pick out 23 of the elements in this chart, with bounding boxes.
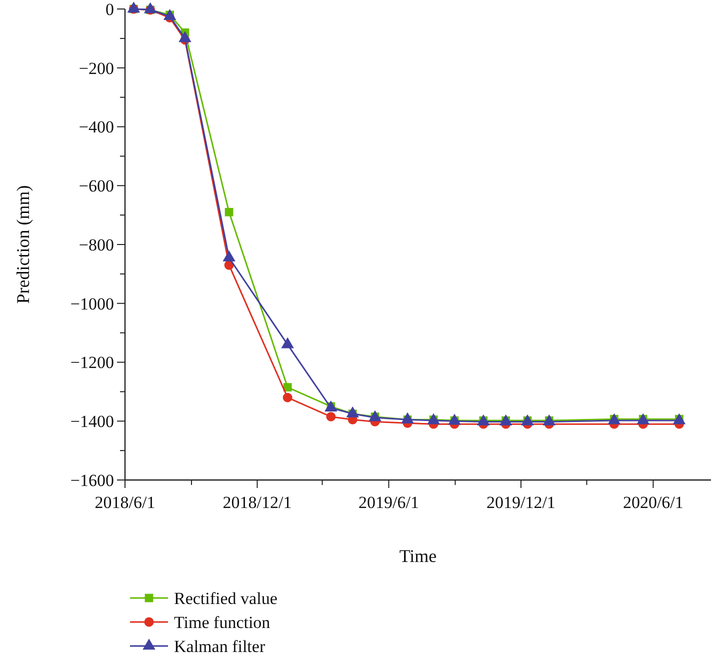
legend-label: Time function <box>174 612 271 632</box>
y-tick-label: −800 <box>78 235 114 254</box>
point <box>224 208 234 216</box>
legend-label: Rectified value <box>174 588 278 608</box>
y-tick-label: −1400 <box>70 412 114 432</box>
point <box>283 383 292 392</box>
x-tick-label: 2020/6/1 <box>622 493 684 512</box>
point <box>282 392 292 402</box>
y-tick-label: −1600 <box>70 470 114 490</box>
y-axis-title: Prediction (mm) <box>13 185 33 304</box>
y-tick-label: −200 <box>78 58 114 78</box>
x-axis-title: Time <box>399 546 437 566</box>
y-tick-label: −1000 <box>70 294 114 314</box>
y-tick-label: −400 <box>78 118 114 137</box>
x-tick-label: 2019/12/1 <box>486 493 556 512</box>
x-tick-label: 2018/6/1 <box>94 493 156 512</box>
x-tick-label: 2018/12/1 <box>222 493 292 512</box>
y-tick-label: −600 <box>78 176 114 196</box>
y-tick-label: −1200 <box>70 353 114 372</box>
x-tick-label: 2019/6/1 <box>358 493 419 512</box>
y-tick-label: 0 <box>106 0 114 19</box>
legend-label: Kalman filter <box>174 636 266 656</box>
point <box>326 412 336 422</box>
